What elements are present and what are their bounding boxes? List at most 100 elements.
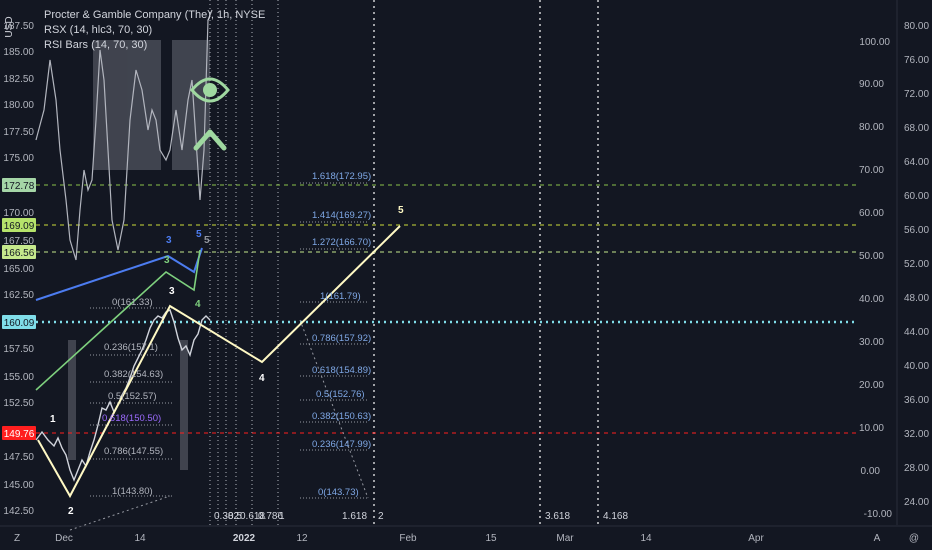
fib-right-1272: 1.272(166.70)	[312, 237, 371, 248]
left-tick: 175.00	[3, 153, 34, 164]
fib-right-1618: 1.618(172.95)	[312, 171, 371, 182]
fib-left-05: 0.5(152.57)	[108, 391, 157, 402]
fib-right-0786: 0.786(157.92)	[312, 333, 371, 344]
time-fib-0786: 0.786	[258, 511, 283, 522]
price-label-166: 166.56	[4, 248, 35, 259]
time-label-14: 14	[134, 533, 146, 544]
fib-left-0236: 0.236(157.1)	[104, 342, 158, 353]
rsx-tick: 20.00	[859, 380, 884, 391]
wave-label-1: 1	[50, 414, 56, 425]
fib-right-0: 0(143.73)	[318, 487, 359, 498]
left-tick: 142.50	[3, 506, 34, 517]
left-tick: 165.00	[3, 264, 34, 275]
left-tick: 147.50	[3, 452, 34, 463]
left-tick: 187.50	[3, 21, 34, 32]
fib-right-0236: 0.236(147.99)	[312, 439, 371, 450]
right-tick: 72.00	[904, 89, 929, 100]
price-label-169: 169.09	[4, 221, 35, 232]
right-tick: 64.00	[904, 157, 929, 168]
time-label-2022: 2022	[233, 533, 256, 544]
price-label-172: 172.78	[4, 181, 35, 192]
wave-label-5: 5	[398, 205, 404, 216]
time-fib-0382: 0.382	[214, 511, 239, 522]
currency-label: USD	[4, 16, 15, 37]
rsx-line	[35, 9, 213, 261]
right-tick: 52.00	[904, 259, 929, 270]
right-tick: 44.00	[904, 327, 929, 338]
rsx-tick: -10.00	[864, 509, 893, 520]
left-tick: 152.50	[3, 398, 34, 409]
time-fib-4168: 4.168	[603, 511, 628, 522]
wave-label-3: 3	[169, 286, 175, 297]
auto-scale-button[interactable]: A	[874, 533, 881, 544]
fib-right-05: 0.5(152.76)	[316, 389, 365, 400]
fib-right-0618: 0.618(154.89)	[312, 365, 371, 376]
time-fib-lines	[209, 0, 279, 525]
right-tick: 36.00	[904, 395, 929, 406]
rsx-tick: 50.00	[859, 251, 884, 262]
time-fib-3618: 3.618	[545, 511, 570, 522]
price-label-box	[2, 245, 36, 259]
time-fib-lines-major	[373, 0, 599, 525]
rsi-bars	[68, 40, 210, 470]
fib-left-0618: 0.618(150.50)	[102, 413, 161, 424]
price-label-box	[2, 178, 36, 192]
fib-right-lines	[299, 182, 369, 499]
time-fib-1618: 1.618	[342, 511, 367, 522]
right-tick: 76.00	[904, 55, 929, 66]
time-label-14b: 14	[640, 533, 652, 544]
left-tick: 155.00	[3, 372, 34, 383]
fib-right-1: 1(161.79)	[320, 291, 361, 302]
rsx-tick: 100.00	[859, 37, 890, 48]
right-tick: 24.00	[904, 497, 929, 508]
time-label-feb: Feb	[399, 533, 417, 544]
right-tick: 68.00	[904, 123, 929, 134]
right-tick: 80.00	[904, 21, 929, 32]
price-label-box	[2, 426, 36, 440]
right-tick: 40.00	[904, 361, 929, 372]
right-tick: 48.00	[904, 293, 929, 304]
time-fib-1: 1	[279, 511, 285, 522]
symbol-title[interactable]: Procter & Gamble Company (The), 1h, NYSE	[44, 9, 266, 21]
green-wave-label-4: 4	[195, 299, 201, 310]
right-tick: 28.00	[904, 463, 929, 474]
rsx-tick: 90.00	[859, 79, 884, 90]
left-tick: 167.50	[3, 236, 34, 247]
fib-left-0382: 0.382(154.63)	[104, 369, 163, 380]
price-label-149: 149.76	[4, 429, 35, 440]
rsx-tick: 80.00	[859, 122, 884, 133]
green-trend-line	[35, 249, 201, 391]
rsx-indicator-label[interactable]: RSX (14, hlc3, 70, 30)	[44, 24, 153, 36]
left-tick: 185.00	[3, 47, 34, 58]
zoom-corner-button[interactable]: Z	[14, 533, 20, 544]
rsi-bars-indicator-label[interactable]: RSI Bars (14, 70, 30)	[44, 39, 148, 51]
left-tick: 157.50	[3, 344, 34, 355]
left-tick: 177.50	[3, 127, 34, 138]
time-label-mar: Mar	[556, 533, 574, 544]
rsx-tick: 30.00	[859, 337, 884, 348]
time-fib-05: 0.5	[228, 511, 242, 522]
time-label-dec: Dec	[55, 533, 73, 544]
blue-trend-line	[35, 247, 203, 301]
wave-label-5b: 5	[204, 235, 210, 246]
fib-right-1414: 1.414(169.27)	[312, 210, 371, 221]
fib-right-0382: 0.382(150.63)	[312, 411, 371, 422]
blue-wave-label-3: 3	[166, 235, 172, 246]
time-label-15: 15	[485, 533, 497, 544]
right-tick: 60.00	[904, 191, 929, 202]
left-tick: 162.50	[3, 290, 34, 301]
fib-left-1: 1(143.80)	[112, 486, 153, 497]
left-tick: 180.00	[3, 100, 34, 111]
rsx-tick: 0.00	[861, 466, 881, 477]
settings-button[interactable]: @	[909, 533, 919, 544]
time-fib-0618: 0.618	[240, 511, 265, 522]
rsx-tick: 10.00	[859, 423, 884, 434]
wave-label-2: 2	[68, 506, 74, 517]
green-wave-label-3: 3	[164, 255, 170, 266]
rsx-tick: 60.00	[859, 208, 884, 219]
time-label-apr: Apr	[748, 533, 764, 544]
chevron-up-icon	[193, 129, 227, 151]
right-tick: 56.00	[904, 225, 929, 236]
time-fib-2: 2	[378, 511, 384, 522]
